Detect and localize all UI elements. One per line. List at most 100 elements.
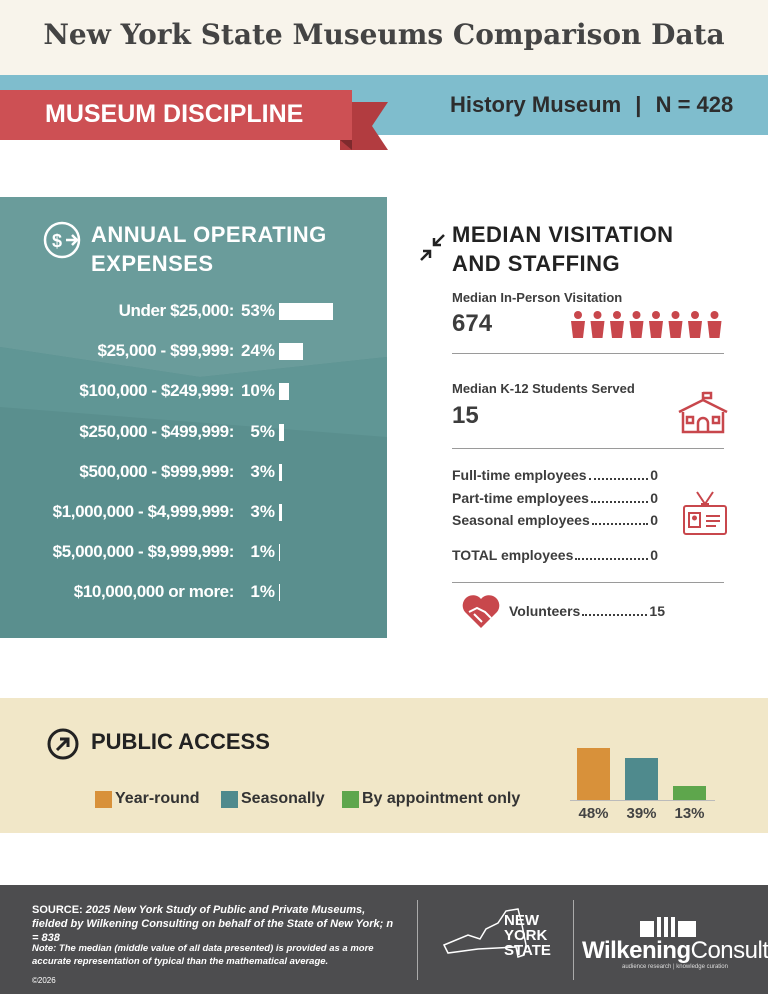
- ribbon: [0, 90, 388, 150]
- expense-bar: [279, 544, 281, 562]
- person-icon: [590, 311, 605, 338]
- heart-icon: [462, 595, 500, 628]
- access-bar: [625, 757, 658, 800]
- expense-bar: [279, 343, 304, 361]
- svg-text:$: $: [52, 231, 62, 251]
- staff-label: Full-time employees: [452, 467, 587, 483]
- expenses-panel: $: [0, 197, 387, 638]
- people-icons: [571, 311, 722, 338]
- ny-map: [442, 908, 527, 958]
- k12-value: 15: [452, 402, 479, 429]
- person-icon: [571, 311, 585, 338]
- staff-row: Full-time employees 0: [452, 467, 658, 490]
- consultant-name-part: Consulting: [690, 937, 768, 964]
- total-label: TOTAL employees: [452, 547, 574, 563]
- expense-row: $250,000 - $499,999: 5%: [0, 422, 387, 446]
- footer-divider: [573, 900, 574, 980]
- staff-list: Full-time employees 0 Part-time employees 0…: [452, 467, 658, 535]
- ny-logo-text: NEW YORK STATE: [504, 913, 551, 958]
- in-person-value: 674: [452, 310, 493, 337]
- legend-swatch: [342, 791, 359, 808]
- discipline-label: MUSEUM DISCIPLINE: [45, 100, 304, 128]
- legend-swatch: [95, 791, 112, 808]
- consultant-logo-icon: [640, 917, 696, 937]
- leader-dots: [588, 478, 649, 480]
- staff-row: Part-time employees 0: [452, 490, 658, 513]
- expense-row: $500,000 - $999,999: 3%: [0, 462, 387, 486]
- legend-swatch: [221, 791, 238, 808]
- expense-bar: [279, 584, 281, 602]
- header-band: [0, 0, 768, 75]
- consultant-name-part: Wilkening: [582, 937, 691, 964]
- expense-pct: 53%: [240, 301, 275, 320]
- source-label: SOURCE:: [32, 904, 83, 916]
- expense-bar: [279, 504, 283, 521]
- access-value-label: 13%: [674, 805, 705, 822]
- arrows-icon: [420, 234, 445, 261]
- staff-label: Part-time employees: [452, 489, 589, 506]
- expense-label: $500,000 - $999,999:: [79, 461, 234, 481]
- note: Note: The median (middle value of all da…: [32, 943, 374, 967]
- person-icon: [629, 311, 644, 338]
- total-value: 0: [650, 547, 658, 563]
- expense-row: $1,000,000 - $4,999,999: 3%: [0, 502, 387, 526]
- expense-bar: [279, 383, 290, 401]
- staff-row: Seasonal employees 0: [452, 512, 658, 535]
- school-icon: [678, 391, 728, 434]
- visitation-title: MEDIAN VISITATION AND STAFFING: [452, 220, 674, 278]
- expense-pct: 3%: [250, 461, 275, 481]
- expense-pct: 1%: [250, 582, 275, 602]
- expense-bar: [279, 303, 334, 320]
- ny-logo-word: STATE: [504, 942, 551, 959]
- expense-row: $100,000 - $249,999: 10%: [0, 381, 387, 405]
- copyright: ©2026: [32, 976, 56, 985]
- access-value-label: 39%: [626, 805, 657, 822]
- access-bar: [577, 748, 610, 800]
- access-value-label: 48%: [578, 805, 609, 822]
- divider: [452, 353, 724, 354]
- staff-label: Seasonal employees: [452, 512, 590, 528]
- expense-pct: 10%: [240, 381, 275, 401]
- legend-label: Seasonally: [241, 790, 325, 807]
- expense-row: $5,000,000 - $9,999,999: 1%: [0, 542, 387, 566]
- expense-label: $100,000 - $249,999:: [79, 381, 234, 401]
- expenses-title-line: EXPENSES: [91, 251, 214, 276]
- staff-value: 0: [650, 467, 658, 483]
- k12-label: Median K-12 Students Served: [452, 381, 635, 396]
- source-text: 2025 New York Study of Public and Privat…: [32, 904, 394, 944]
- divider: [452, 582, 724, 583]
- expense-row: $10,000,000 or more: 1%: [0, 582, 387, 606]
- expense-pct: 3%: [250, 502, 275, 521]
- legend-label: By appointment only: [362, 790, 521, 807]
- visitation-title-line: AND STAFFING: [452, 251, 621, 276]
- expense-bar: [279, 463, 283, 481]
- page-title: New York State Museums Comparison Data: [43, 18, 725, 51]
- expense-row: Under $25,000: 53%: [0, 301, 387, 325]
- volunteers-value: 15: [649, 603, 665, 619]
- expense-pct: 5%: [250, 421, 275, 441]
- expense-label: $5,000,000 - $9,999,999:: [52, 542, 235, 562]
- volunteers-label: Volunteers: [509, 603, 581, 619]
- expense-label: $1,000,000 - $4,999,999:: [52, 502, 235, 521]
- person-icon: [610, 311, 624, 338]
- leader-dots: [590, 500, 649, 503]
- person-icon: [707, 311, 722, 338]
- access-title: PUBLIC ACCESS: [91, 729, 270, 754]
- expense-pct: 1%: [250, 542, 275, 562]
- expense-bar: [279, 423, 285, 441]
- expense-row: $25,000 - $99,999: 24%: [0, 341, 387, 365]
- expenses-title-line: ANNUAL OPERATING: [91, 222, 327, 247]
- staff-value: 0: [650, 512, 658, 528]
- person-icon: [668, 311, 683, 338]
- expenses-title: ANNUAL OPERATING EXPENSES: [91, 220, 327, 278]
- museum-type: History Museum | N = 428: [450, 92, 733, 118]
- expense-label: $10,000,000 or more:: [73, 582, 235, 602]
- volunteers-row: Volunteers 15: [509, 603, 665, 619]
- divider: [452, 448, 724, 449]
- staff-value: 0: [650, 489, 658, 506]
- person-icon: [688, 311, 702, 338]
- ny-logo-word: YORK: [504, 927, 548, 944]
- leader-dots: [591, 523, 649, 525]
